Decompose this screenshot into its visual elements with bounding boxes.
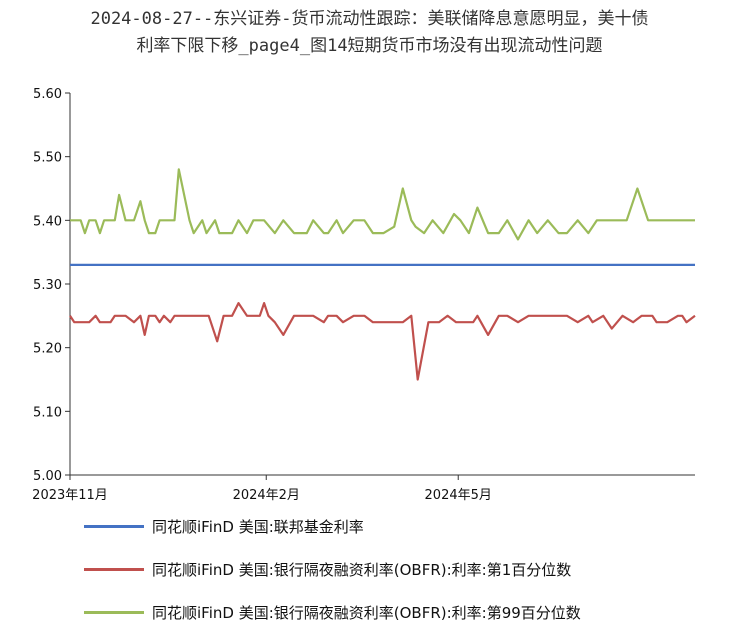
legend-swatch-obfr-p1 (84, 568, 144, 571)
y-tick-label: 5.30 (33, 278, 62, 293)
x-tick-label: 2023年11月 (32, 488, 108, 503)
legend: 同花顺iFinD 美国:联邦基金利率 同花顺iFinD 美国:银行隔夜融资利率(… (84, 505, 704, 634)
line-chart: 5.005.105.205.305.405.505.60 2023年11月 202… (32, 87, 696, 503)
y-tick-label: 5.20 (33, 342, 62, 357)
chart-title-line-1: 2024-08-27--东兴证券-货币流动性跟踪：美联储降息意愿明显，美十债 (90, 9, 649, 29)
legend-item-obfr-p1: 同花顺iFinD 美国:银行隔夜融资利率(OBFR):利率:第1百分位数 (84, 548, 704, 591)
x-axis: 2023年11月 2024年2月 2024年5月 (32, 475, 492, 503)
y-axis: 5.00 5.10 5.20 5.30 5.40 5.50 5.60 (33, 87, 70, 484)
y-tick-label: 5.40 (33, 214, 62, 229)
legend-label-obfr-p99: 同花顺iFinD 美国:银行隔夜融资利率(OBFR):利率:第99百分位数 (152, 604, 581, 622)
y-tick-label: 5.00 (33, 469, 62, 484)
series-layer (69, 168, 696, 381)
x-tick-label: 2024年2月 (233, 488, 300, 503)
legend-label-obfr-p1: 同花顺iFinD 美国:银行隔夜融资利率(OBFR):利率:第1百分位数 (152, 561, 572, 579)
legend-item-obfr-p99: 同花顺iFinD 美国:银行隔夜融资利率(OBFR):利率:第99百分位数 (84, 591, 704, 634)
y-tick-label: 5.10 (33, 405, 62, 420)
x-tick-label: 2024年5月 (425, 488, 492, 503)
chart-title: 2024-08-27--东兴证券-货币流动性跟踪：美联储降息意愿明显，美十债 利… (0, 6, 739, 60)
chart-title-line-2: 利率下限下移_page4_图14短期货币市场没有出现流动性问题 (136, 36, 603, 56)
series-line-obfr-p1 (69, 302, 696, 381)
legend-swatch-fed-funds-rate (84, 525, 144, 528)
plot-area (69, 93, 695, 476)
y-tick-label: 5.50 (33, 151, 62, 166)
y-tick-label: 5.60 (33, 87, 62, 102)
legend-item-fed-funds-rate: 同花顺iFinD 美国:联邦基金利率 (84, 505, 704, 548)
legend-label-fed-funds-rate: 同花顺iFinD 美国:联邦基金利率 (152, 518, 364, 536)
series-line-obfr-p99 (70, 168, 695, 241)
legend-swatch-obfr-p99 (84, 611, 144, 614)
